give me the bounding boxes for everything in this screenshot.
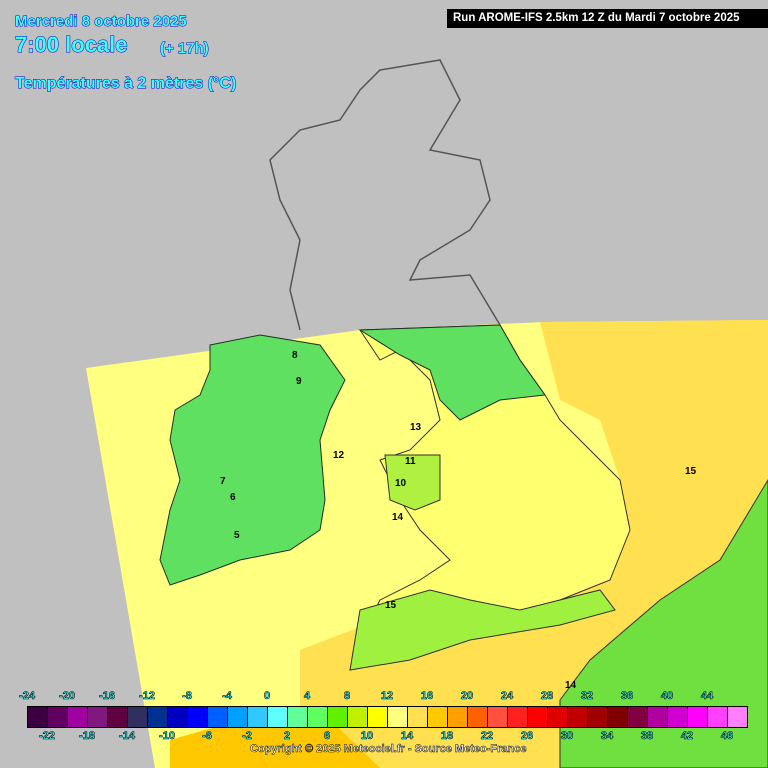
colorbar-cell <box>388 707 408 727</box>
colorbar-cell <box>668 707 688 727</box>
colorbar-cell <box>648 707 668 727</box>
colorbar-cell <box>368 707 388 727</box>
colorbar-cell <box>208 707 228 727</box>
contour-label: 5 <box>234 530 240 541</box>
colorbar-cell <box>728 707 747 727</box>
colorbar-cell <box>688 707 708 727</box>
colorbar-cell <box>168 707 188 727</box>
wales <box>384 454 441 511</box>
colorbar-cell <box>228 707 248 727</box>
colorbar-tick-bottom: 2 <box>283 730 291 743</box>
scotland-coastline <box>269 59 501 331</box>
parameter-title: Températures à 2 mètres (°C) <box>14 75 237 93</box>
colorbar-tick-bottom: -10 <box>159 730 176 743</box>
contour-label: 7 <box>220 476 226 487</box>
colorbar-tick-top: 0 <box>263 690 271 703</box>
colorbar-cell <box>188 707 208 727</box>
uk-highlands <box>358 324 546 421</box>
colorbar-tick-bottom: -22 <box>39 730 56 743</box>
contour-label: 15 <box>685 466 697 477</box>
contour-label: 15 <box>385 600 397 611</box>
contour-label: 10 <box>395 478 407 489</box>
colorbar-tick-top: 8 <box>343 690 351 703</box>
colorbar-tick-bottom: 38 <box>640 730 654 743</box>
contour-label: 13 <box>410 422 422 433</box>
colorbar-cell <box>528 707 548 727</box>
colorbar-cell <box>408 707 428 727</box>
colorbar-tick-bottom: -18 <box>79 730 96 743</box>
colorbar-tick-top: -8 <box>182 690 192 703</box>
colorbar-cell <box>148 707 168 727</box>
colorbar-cell <box>48 707 68 727</box>
colorbar-tick-top: 32 <box>580 690 594 703</box>
colorbar-tick-top: 24 <box>500 690 514 703</box>
contour-label: 14 <box>565 680 577 691</box>
forecast-date: Mercredi 8 octobre 2025 <box>15 13 188 31</box>
colorbar-tick-top: 12 <box>380 690 394 703</box>
colorbar-tick-top: -20 <box>59 690 76 703</box>
colorbar-cell <box>468 707 488 727</box>
colorbar-cell <box>128 707 148 727</box>
colorbar-tick-bottom: 30 <box>560 730 574 743</box>
colorbar-cell <box>428 707 448 727</box>
colorbar-cell <box>608 707 628 727</box>
colorbar-cell <box>488 707 508 727</box>
contour-label: 8 <box>292 350 298 361</box>
colorbar-cell <box>548 707 568 727</box>
southwest-england <box>349 589 616 671</box>
colorbar-cell <box>68 707 88 727</box>
contour-label: 12 <box>333 450 345 461</box>
colorbar-cell <box>328 707 348 727</box>
colorbar-tick-top: 44 <box>700 690 714 703</box>
contour-label: 14 <box>392 512 404 523</box>
colorbar-tick-bottom: 14 <box>400 730 414 743</box>
colorbar-tick-bottom: 42 <box>680 730 694 743</box>
colorbar-cell <box>348 707 368 727</box>
colorbar-cell <box>288 707 308 727</box>
colorbar-tick-top: 16 <box>420 690 434 703</box>
colorbar-tick-bottom: -14 <box>119 730 136 743</box>
colorbar-tick-bottom: 6 <box>323 730 331 743</box>
colorbar-tick-bottom: 34 <box>600 730 614 743</box>
colorbar-tick-bottom: 10 <box>360 730 374 743</box>
colorbar-tick-top: 28 <box>540 690 554 703</box>
forecast-offset: (+ 17h) <box>160 40 210 58</box>
colorbar-tick-top: -12 <box>139 690 156 703</box>
colorbar-cell <box>108 707 128 727</box>
colorbar-cell <box>568 707 588 727</box>
colorbar-tick-top: -24 <box>19 690 36 703</box>
colorbar-tick-top: 20 <box>460 690 474 703</box>
contour-label: 6 <box>230 492 236 503</box>
colorbar-tick-bottom: 18 <box>440 730 454 743</box>
colorbar-cell <box>628 707 648 727</box>
colorbar-tick-top: 36 <box>620 690 634 703</box>
colorbar-tick-top: -16 <box>99 690 116 703</box>
colorbar-tick-top: 40 <box>660 690 674 703</box>
ireland <box>159 334 346 586</box>
colorbar-cell <box>268 707 288 727</box>
colorbar-cell <box>588 707 608 727</box>
colorbar-cell <box>308 707 328 727</box>
colorbar-tick-bottom: -6 <box>202 730 212 743</box>
colorbar-cell <box>508 707 528 727</box>
colorbar-tick-top: -4 <box>222 690 232 703</box>
colorbar-tick-bottom: 26 <box>520 730 534 743</box>
colorbar-cell <box>448 707 468 727</box>
run-label: Run AROME-IFS 2.5km 12 Z du Mardi 7 octo… <box>447 9 768 28</box>
colorbar-cell <box>88 707 108 727</box>
colorbar-cell <box>708 707 728 727</box>
colorbar-tick-bottom: 22 <box>480 730 494 743</box>
colorbar-tick-top: 4 <box>303 690 311 703</box>
contour-label: 9 <box>296 376 302 387</box>
colorbar-tick-bottom: 46 <box>720 730 734 743</box>
colorbar <box>27 706 748 728</box>
colorbar-cell <box>248 707 268 727</box>
forecast-time: 7:00 locale <box>15 32 129 58</box>
copyright: Copyright © 2025 Meteociel.fr - Source M… <box>250 743 527 756</box>
colorbar-tick-bottom: -2 <box>242 730 252 743</box>
colorbar-cell <box>28 707 48 727</box>
contour-label: 11 <box>405 456 416 467</box>
